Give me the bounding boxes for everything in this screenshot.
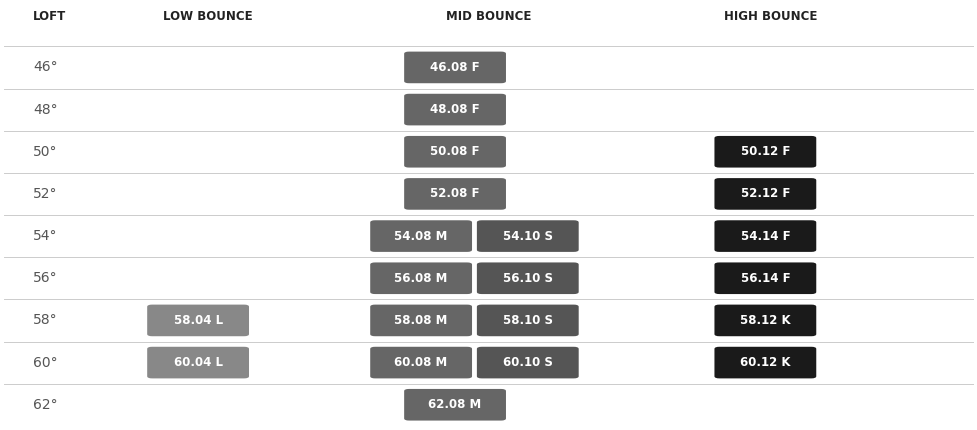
Text: 60.04 L: 60.04 L (174, 356, 223, 369)
FancyBboxPatch shape (714, 304, 816, 336)
Text: 58.08 M: 58.08 M (394, 314, 447, 327)
FancyBboxPatch shape (148, 304, 249, 336)
Text: 52.08 F: 52.08 F (430, 187, 480, 200)
FancyBboxPatch shape (714, 136, 816, 168)
FancyBboxPatch shape (404, 136, 505, 168)
FancyBboxPatch shape (404, 52, 505, 83)
FancyBboxPatch shape (714, 220, 816, 252)
Text: 46°: 46° (33, 61, 58, 74)
Text: 60.08 M: 60.08 M (394, 356, 447, 369)
Text: LOFT: LOFT (33, 10, 66, 23)
FancyBboxPatch shape (404, 94, 505, 126)
Text: 54.14 F: 54.14 F (740, 230, 789, 243)
FancyBboxPatch shape (714, 262, 816, 294)
FancyBboxPatch shape (370, 220, 472, 252)
FancyBboxPatch shape (370, 262, 472, 294)
Text: 54.10 S: 54.10 S (502, 230, 552, 243)
Text: 58.04 L: 58.04 L (173, 314, 223, 327)
Text: 60.10 S: 60.10 S (502, 356, 552, 369)
Text: 52°: 52° (33, 187, 58, 201)
Text: 56.14 F: 56.14 F (740, 272, 789, 285)
FancyBboxPatch shape (477, 220, 578, 252)
FancyBboxPatch shape (477, 262, 578, 294)
FancyBboxPatch shape (714, 178, 816, 210)
Text: 60.12 K: 60.12 K (740, 356, 789, 369)
Text: 50.08 F: 50.08 F (430, 145, 480, 158)
FancyBboxPatch shape (370, 347, 472, 378)
Text: 48°: 48° (33, 103, 58, 117)
Text: 48.08 F: 48.08 F (430, 103, 480, 116)
Text: 54°: 54° (33, 229, 58, 243)
Text: 54.08 M: 54.08 M (394, 230, 447, 243)
FancyBboxPatch shape (404, 389, 505, 421)
Text: 58.10 S: 58.10 S (502, 314, 552, 327)
Text: 62.08 M: 62.08 M (428, 398, 482, 411)
Text: MID BOUNCE: MID BOUNCE (446, 10, 531, 23)
Text: 58.12 K: 58.12 K (740, 314, 789, 327)
Text: 50.12 F: 50.12 F (740, 145, 789, 158)
FancyBboxPatch shape (370, 304, 472, 336)
FancyBboxPatch shape (404, 178, 505, 210)
Text: LOW BOUNCE: LOW BOUNCE (163, 10, 252, 23)
Text: 56.08 M: 56.08 M (394, 272, 447, 285)
Text: 58°: 58° (33, 313, 58, 327)
Text: 52.12 F: 52.12 F (740, 187, 789, 200)
FancyBboxPatch shape (148, 347, 249, 378)
Text: 60°: 60° (33, 356, 58, 369)
FancyBboxPatch shape (477, 347, 578, 378)
Text: 46.08 F: 46.08 F (430, 61, 480, 74)
Text: 50°: 50° (33, 145, 58, 159)
Text: 56°: 56° (33, 271, 58, 285)
Text: HIGH BOUNCE: HIGH BOUNCE (723, 10, 816, 23)
Text: 62°: 62° (33, 398, 58, 412)
Text: 56.10 S: 56.10 S (502, 272, 552, 285)
FancyBboxPatch shape (714, 347, 816, 378)
FancyBboxPatch shape (477, 304, 578, 336)
